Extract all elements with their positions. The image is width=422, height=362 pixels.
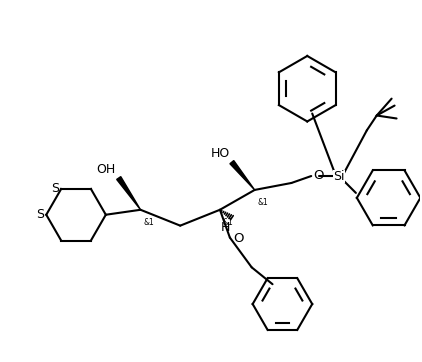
Text: O: O <box>313 169 324 182</box>
Text: HO: HO <box>211 147 230 160</box>
Text: &1: &1 <box>143 218 154 227</box>
Polygon shape <box>116 177 141 210</box>
Text: OH: OH <box>97 163 116 176</box>
Text: &1: &1 <box>223 218 234 227</box>
Text: H: H <box>220 221 230 234</box>
Text: Si: Si <box>333 169 345 182</box>
Polygon shape <box>230 161 254 190</box>
Text: O: O <box>233 232 243 245</box>
Text: S: S <box>51 182 59 195</box>
Text: &1: &1 <box>258 198 268 207</box>
Text: S: S <box>36 208 44 221</box>
